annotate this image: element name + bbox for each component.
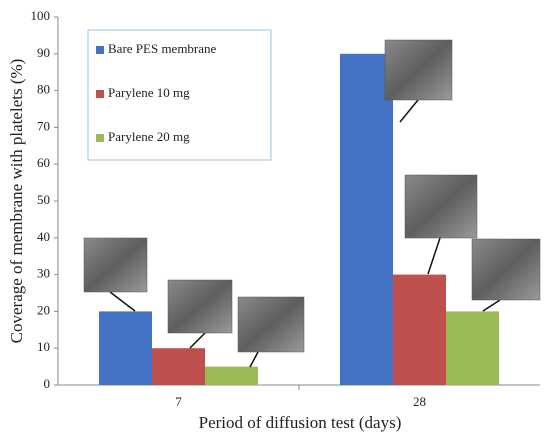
sem-image [83,237,148,293]
legend-box [87,29,272,161]
sem-image [404,174,478,239]
legend-label: Parylene 20 mg [108,129,190,144]
sem-image [384,39,453,101]
y-tick-label: 10 [37,339,50,354]
x-axis-title: Period of diffusion test (days) [199,413,402,432]
y-tick-label: 70 [37,118,50,133]
sem-image [167,279,233,334]
connector [427,237,441,275]
bar [205,366,258,385]
y-tick-label: 50 [37,192,50,207]
y-tick-label: 0 [44,376,51,391]
x-tick-label: 7 [175,394,182,409]
connector [482,299,501,312]
y-tick-label: 100 [31,8,51,23]
y-tick-label: 60 [37,155,50,170]
connector [249,351,259,368]
plot-area: 0 10 20 30 40 50 60 70 80 90 100 7 28 Bare PES membra… [31,8,540,409]
connector [189,332,206,349]
y-tick-label: 40 [37,229,50,244]
legend-label: Bare PES membrane [108,41,217,56]
y-tick-label: 20 [37,302,50,317]
y-tick-label: 30 [37,266,50,281]
y-tick-label: 80 [37,82,50,97]
sem-image [237,296,305,353]
bar [446,311,499,385]
bar [99,311,152,385]
bar [152,348,205,385]
y-axis-title: Coverage of membrane with platelets (%) [7,59,26,344]
legend-swatch [96,46,104,54]
legend-swatch [96,90,104,98]
x-tick-label: 28 [413,394,426,409]
bar [393,274,446,385]
connector [399,99,419,123]
sem-images [83,39,541,368]
legend-label: Parylene 10 mg [108,85,190,100]
bar [340,53,393,386]
connector [109,291,136,312]
sem-image [471,238,541,301]
y-tick-label: 90 [37,45,50,60]
legend-swatch [96,134,104,142]
